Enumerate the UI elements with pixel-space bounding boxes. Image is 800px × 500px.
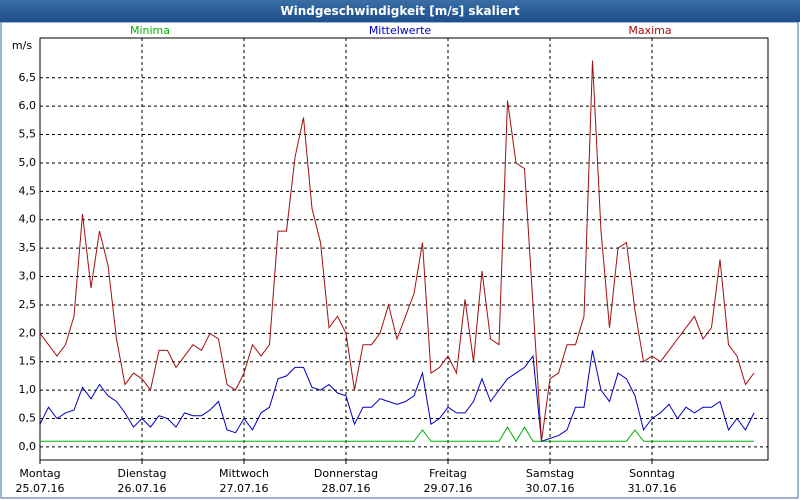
y-tick-label: 2,5 <box>19 298 37 311</box>
x-tick-label: Dienstag 26.07.16 <box>117 467 167 495</box>
x-tick-label: Montag 25.07.16 <box>15 467 65 495</box>
y-tick-label: 1,5 <box>19 355 37 368</box>
y-tick-label: 6,0 <box>19 99 37 112</box>
y-tick-label: 4,5 <box>19 184 37 197</box>
x-tick-label: Freitag 29.07.16 <box>423 467 473 495</box>
frame <box>0 21 799 499</box>
y-tick-label: 5,0 <box>19 156 37 169</box>
legend-entry: Maxima <box>628 24 671 37</box>
series-line <box>39 350 755 442</box>
x-tick-label: Samstag 30.07.16 <box>525 467 575 495</box>
y-tick-label: 4,0 <box>19 213 37 226</box>
series-line <box>40 426 754 443</box>
y-tick-label: 1,0 <box>19 383 37 396</box>
y-tick-label: 2,0 <box>19 326 37 339</box>
legend-entry: Mittelwerte <box>369 24 432 37</box>
y-tick-label: 3,0 <box>19 270 37 283</box>
legend-entry: Minima <box>130 24 170 37</box>
y-tick-label: 5,5 <box>19 128 37 141</box>
plot-area <box>39 37 769 461</box>
series-line <box>39 60 755 442</box>
chart-title: Windgeschwindigkeit [m/s] skaliert <box>0 0 800 22</box>
y-tick-label: 0,0 <box>19 440 37 453</box>
y-tick-label: 0,5 <box>19 412 37 425</box>
y-axis-label: m/s <box>12 39 32 52</box>
x-tick-label: Donnerstag 28.07.16 <box>313 467 379 495</box>
y-tick-label: 6,5 <box>19 71 37 84</box>
x-tick-label: Mittwoch 27.07.16 <box>219 467 269 495</box>
x-tick-label: Sonntag 31.07.16 <box>627 467 677 495</box>
y-tick-label: 3,5 <box>19 241 37 254</box>
